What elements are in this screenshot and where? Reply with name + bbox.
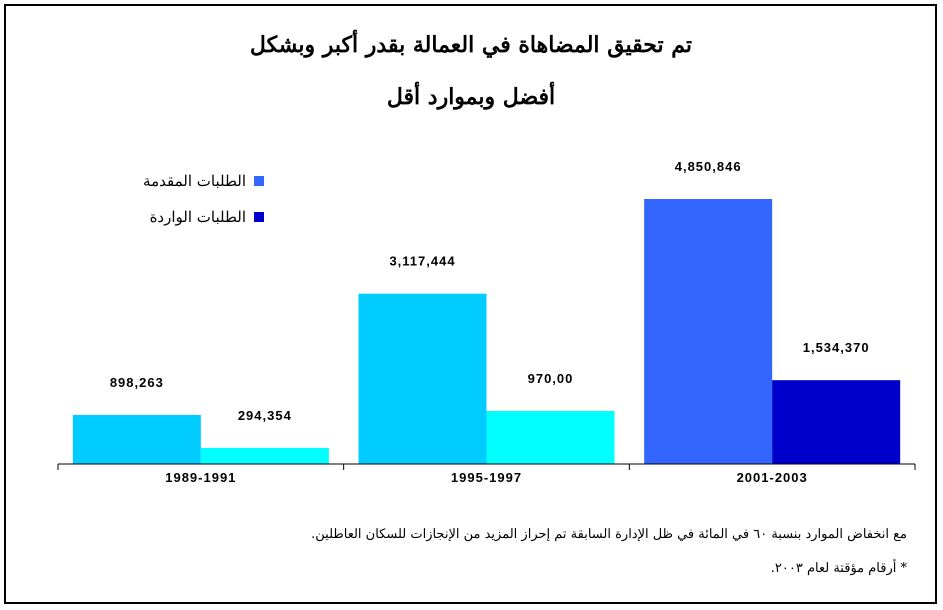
x-tick-label: 1989-1991 xyxy=(165,470,236,485)
legend-label: الطلبات المقدمة xyxy=(143,172,246,190)
value-label: 294,354 xyxy=(238,408,292,423)
legend-swatch xyxy=(254,212,264,222)
bar xyxy=(486,411,615,464)
footnote: مع انخفاض الموارد بنسبة ٦٠ في المائة في … xyxy=(311,527,907,542)
bar xyxy=(644,199,773,464)
bar xyxy=(72,414,201,464)
x-tick-label: 2001-2003 xyxy=(737,470,808,485)
frame xyxy=(4,4,937,604)
value-label: 4,850,846 xyxy=(675,159,742,174)
legend-swatch xyxy=(254,176,264,186)
footnote: * أرقام مؤقتة لعام ٢٠٠٣. xyxy=(770,561,907,576)
chart-title: تم تحقيق المضاهاة في العمالة بقدر أكبر و… xyxy=(250,29,692,58)
bar xyxy=(772,380,901,464)
value-label: 898,263 xyxy=(110,375,164,390)
value-label: 3,117,444 xyxy=(389,254,455,269)
value-label: 970,00 xyxy=(528,371,574,386)
legend-label: الطلبات الواردة xyxy=(150,208,246,226)
x-tick-label: 1995-1997 xyxy=(451,470,522,485)
value-label: 1,534,370 xyxy=(803,340,870,355)
chart-title: أفضل وبموارد أقل xyxy=(387,81,555,110)
bar xyxy=(358,293,487,464)
bar xyxy=(200,447,329,464)
